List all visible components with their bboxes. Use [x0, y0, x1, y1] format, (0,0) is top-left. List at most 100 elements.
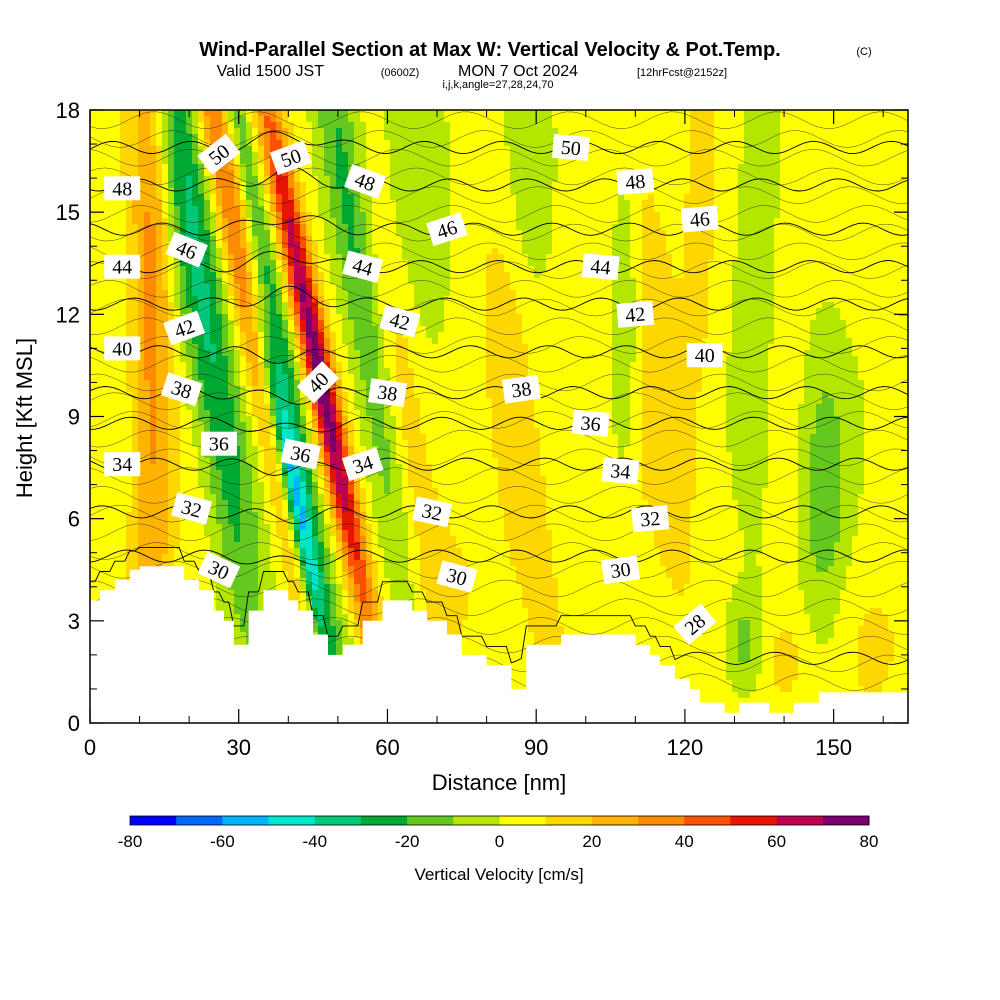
w-cell — [786, 188, 793, 195]
w-cell — [750, 224, 757, 231]
w-cell — [324, 284, 331, 291]
w-cell — [426, 218, 433, 225]
w-cell — [276, 254, 283, 261]
w-cell — [798, 302, 805, 309]
w-cell — [414, 266, 421, 273]
w-cell — [90, 326, 97, 333]
w-cell — [144, 212, 151, 219]
w-cell — [858, 320, 865, 327]
w-cell — [744, 314, 751, 321]
w-cell — [834, 278, 841, 285]
w-cell — [756, 320, 763, 327]
w-cell — [330, 176, 337, 183]
w-cell — [534, 236, 541, 243]
w-cell — [246, 272, 253, 279]
w-cell — [744, 194, 751, 201]
w-cell — [378, 152, 385, 159]
w-cell — [102, 296, 109, 303]
w-cell — [516, 248, 523, 255]
w-cell — [684, 320, 691, 327]
w-cell — [528, 152, 535, 159]
w-cell — [336, 146, 343, 153]
w-cell — [654, 170, 661, 177]
w-cell — [96, 122, 103, 129]
w-cell — [426, 242, 433, 249]
w-cell — [138, 272, 145, 279]
w-cell — [804, 248, 811, 255]
w-cell — [606, 158, 613, 165]
w-cell — [792, 290, 799, 297]
w-cell — [660, 176, 667, 183]
w-cell — [288, 182, 295, 189]
w-cell — [720, 230, 727, 237]
w-cell — [594, 296, 601, 303]
w-cell — [498, 290, 505, 297]
w-cell — [276, 236, 283, 243]
w-cell — [732, 320, 739, 327]
w-cell — [318, 188, 325, 195]
w-cell — [690, 164, 697, 171]
w-cell — [768, 164, 775, 171]
w-cell — [432, 128, 439, 135]
w-cell — [726, 284, 733, 291]
w-cell — [210, 110, 217, 117]
w-cell — [174, 284, 181, 291]
w-cell — [294, 230, 301, 237]
w-cell — [702, 158, 709, 165]
w-cell — [120, 320, 127, 327]
w-cell — [120, 128, 127, 135]
w-cell — [492, 224, 499, 231]
w-cell — [630, 218, 637, 225]
w-cell — [150, 164, 157, 171]
w-cell — [888, 320, 895, 327]
w-cell — [618, 284, 625, 291]
w-cell — [318, 200, 325, 207]
w-cell — [348, 284, 355, 291]
w-cell — [870, 146, 877, 153]
w-cell — [210, 194, 217, 201]
w-cell — [888, 308, 895, 315]
w-cell — [204, 134, 211, 141]
w-cell — [474, 296, 481, 303]
w-cell — [276, 284, 283, 291]
w-cell — [324, 272, 331, 279]
w-cell — [390, 200, 397, 207]
w-cell — [594, 200, 601, 207]
w-cell — [546, 284, 553, 291]
w-cell — [600, 128, 607, 135]
w-cell — [720, 266, 727, 273]
w-cell — [858, 128, 865, 135]
w-cell — [444, 266, 451, 273]
w-cell — [756, 212, 763, 219]
w-cell — [156, 308, 163, 315]
w-cell — [522, 152, 529, 159]
w-cell — [576, 164, 583, 171]
w-cell — [726, 308, 733, 315]
w-cell — [780, 308, 787, 315]
grid-indices: i,j,k,angle=27,28,24,70 — [442, 79, 553, 91]
w-cell — [864, 314, 871, 321]
w-cell — [348, 296, 355, 303]
copyright-mark: (C) — [856, 46, 871, 58]
w-cell — [198, 266, 205, 273]
w-cell — [312, 170, 319, 177]
w-cell — [906, 272, 908, 279]
w-cell — [660, 128, 667, 135]
w-cell — [192, 230, 199, 237]
w-cell — [474, 146, 481, 153]
w-cell — [294, 308, 301, 315]
w-cell — [300, 170, 307, 177]
w-cell — [768, 296, 775, 303]
w-cell — [618, 254, 625, 261]
w-cell — [228, 110, 235, 117]
w-cell — [858, 236, 865, 243]
w-cell — [480, 170, 487, 177]
w-cell — [636, 224, 643, 231]
w-cell — [450, 320, 457, 327]
w-cell — [150, 302, 157, 309]
w-cell — [282, 182, 289, 189]
w-cell — [336, 206, 343, 213]
w-cell — [630, 140, 637, 147]
w-cell — [576, 218, 583, 225]
w-cell — [528, 194, 535, 201]
